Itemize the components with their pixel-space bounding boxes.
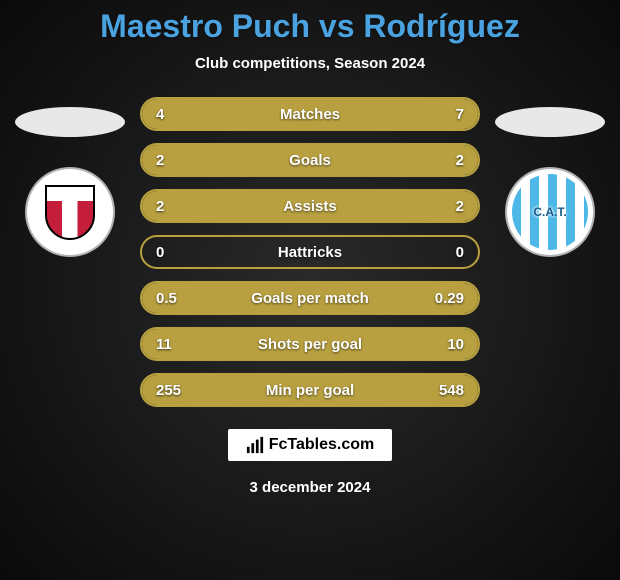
team-right-column: C.A.T. bbox=[490, 97, 610, 257]
stat-row: 2 Assists 2 bbox=[140, 189, 480, 223]
stat-value-left: 0.5 bbox=[156, 290, 196, 307]
stat-row: 2 Goals 2 bbox=[140, 143, 480, 177]
stat-value-right: 7 bbox=[424, 106, 464, 123]
stripes-icon: C.A.T. bbox=[512, 174, 588, 250]
stat-value-right: 548 bbox=[424, 382, 464, 399]
team-right-crest: C.A.T. bbox=[505, 167, 595, 257]
stat-label: Goals bbox=[289, 152, 331, 169]
main-area: 4 Matches 7 2 Goals 2 2 Assists 2 0 Hattricks 0 0.5 G… bbox=[0, 97, 620, 407]
brand-badge[interactable]: FcTables.com bbox=[228, 429, 393, 461]
page-title: Maestro Puch vs Rodríguez bbox=[100, 8, 520, 45]
stat-label: Matches bbox=[280, 106, 340, 123]
stat-row: 11 Shots per goal 10 bbox=[140, 327, 480, 361]
shield-icon bbox=[45, 185, 95, 240]
stat-row: 0.5 Goals per match 0.29 bbox=[140, 281, 480, 315]
brand-text: FcTables.com bbox=[269, 436, 375, 454]
stat-row: 0 Hattricks 0 bbox=[140, 235, 480, 269]
stat-value-left: 4 bbox=[156, 106, 196, 123]
stat-value-left: 0 bbox=[156, 244, 196, 261]
stat-value-left: 2 bbox=[156, 198, 196, 215]
stat-label: Goals per match bbox=[251, 290, 369, 307]
chart-icon bbox=[246, 436, 264, 454]
stat-value-right: 2 bbox=[424, 198, 464, 215]
stat-value-left: 11 bbox=[156, 336, 196, 353]
ellipse-decoration-left bbox=[15, 107, 125, 137]
team-left-column bbox=[10, 97, 130, 257]
comparison-card: Maestro Puch vs Rodríguez Club competiti… bbox=[0, 0, 620, 580]
stat-label: Min per goal bbox=[266, 382, 354, 399]
subtitle: Club competitions, Season 2024 bbox=[195, 55, 425, 72]
stats-rows: 4 Matches 7 2 Goals 2 2 Assists 2 0 Hattricks 0 0.5 G… bbox=[140, 97, 480, 407]
stat-row: 255 Min per goal 548 bbox=[140, 373, 480, 407]
stat-label: Hattricks bbox=[278, 244, 342, 261]
team-right-abbrev: C.A.T. bbox=[533, 205, 566, 219]
stat-label: Assists bbox=[283, 198, 336, 215]
stat-value-left: 2 bbox=[156, 152, 196, 169]
date-text: 3 december 2024 bbox=[250, 479, 371, 496]
ellipse-decoration-right bbox=[495, 107, 605, 137]
footer: FcTables.com 3 december 2024 bbox=[228, 429, 393, 496]
stat-value-left: 255 bbox=[156, 382, 196, 399]
stat-value-right: 0 bbox=[424, 244, 464, 261]
stat-label: Shots per goal bbox=[258, 336, 362, 353]
stat-value-right: 10 bbox=[424, 336, 464, 353]
stat-value-right: 2 bbox=[424, 152, 464, 169]
team-left-crest bbox=[25, 167, 115, 257]
stat-value-right: 0.29 bbox=[424, 290, 464, 307]
stat-row: 4 Matches 7 bbox=[140, 97, 480, 131]
